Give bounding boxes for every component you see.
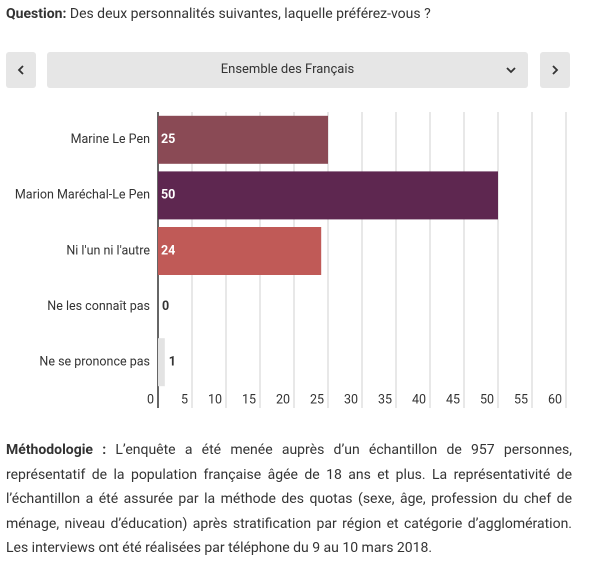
group-select-label: Ensemble des Français <box>220 62 355 77</box>
category-label: Ni l'un ni l'autre <box>66 243 150 258</box>
value-label: 50 <box>161 188 175 203</box>
bar <box>158 171 498 220</box>
x-tick-label: 15 <box>242 392 256 407</box>
bar <box>158 115 328 164</box>
x-tick-label: 25 <box>310 392 324 407</box>
x-tick-label: 45 <box>446 392 460 407</box>
category-label: Ne les connaît pas <box>47 299 150 314</box>
dropdown-icon <box>506 67 516 74</box>
category-label: Marion Maréchal-Le Pen <box>15 188 150 203</box>
value-label: 25 <box>161 132 175 147</box>
value-label: 0 <box>162 299 169 314</box>
methodology: Méthodologie : L’enquête a été menée aup… <box>6 438 572 561</box>
bar <box>158 338 165 387</box>
x-tick-label: 35 <box>378 392 392 407</box>
value-label: 1 <box>169 354 176 369</box>
bar <box>158 227 322 275</box>
group-select[interactable]: Ensemble des Français <box>47 52 528 88</box>
methodology-label: Méthodologie : <box>6 442 107 458</box>
x-tick-label: 5 <box>181 392 188 407</box>
next-icon <box>552 65 559 75</box>
x-tick-label: 55 <box>514 392 528 407</box>
prev-button[interactable] <box>6 52 36 88</box>
value-label: 24 <box>161 243 175 258</box>
x-tick-label: 30 <box>344 392 358 407</box>
x-tick-label: 60 <box>548 392 562 407</box>
category-label: Marine Le Pen <box>71 132 151 147</box>
question-text: Des deux personnalités suivantes, laquel… <box>69 6 431 22</box>
prev-icon <box>17 65 24 75</box>
question-label: Question: <box>6 6 67 22</box>
x-tick-label: 50 <box>480 392 494 407</box>
methodology-text: L’enquête a été menée auprès d’un échant… <box>6 442 572 556</box>
x-tick-label: 40 <box>412 392 426 407</box>
category-label: Ne se prononce pas <box>39 354 150 369</box>
x-tick-label: 10 <box>208 392 222 407</box>
x-tick-label: 20 <box>276 392 290 407</box>
x-tick-label: 0 <box>147 392 154 407</box>
question: Question: Des deux personnalités suivant… <box>6 6 431 22</box>
next-button[interactable] <box>540 52 570 88</box>
